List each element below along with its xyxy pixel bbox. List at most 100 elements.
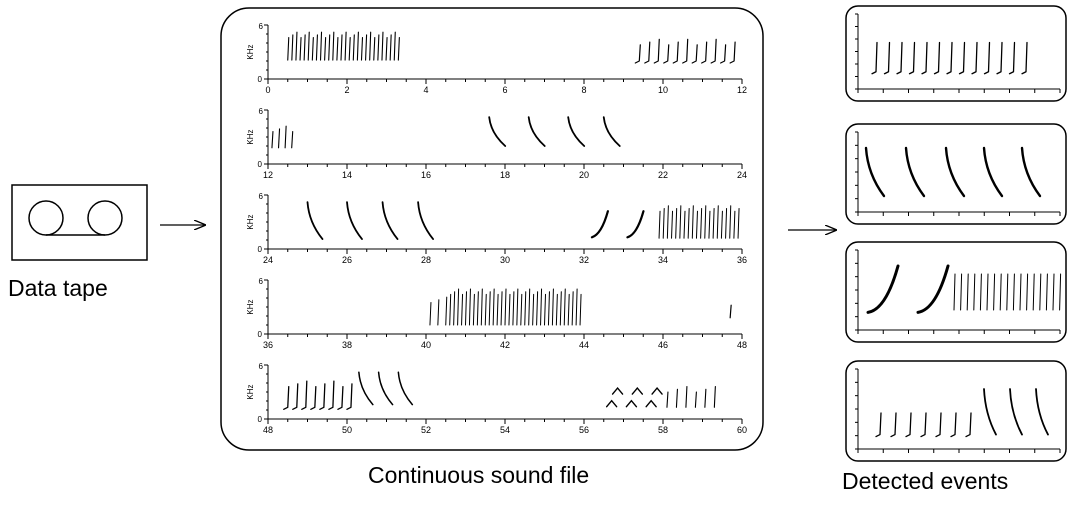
tape-cassette-icon — [11, 184, 148, 261]
call-pulse — [720, 210, 723, 239]
y-tick-label: 0 — [258, 245, 263, 254]
call-pulse — [315, 34, 318, 61]
call-pulse — [729, 41, 736, 64]
call-sweep — [904, 146, 926, 198]
x-tick-label: 10 — [658, 85, 668, 95]
call-pulse — [685, 386, 688, 408]
call-pulse — [571, 291, 574, 326]
call-pulse — [465, 291, 467, 326]
call-sweep — [346, 201, 363, 240]
call-pulse — [385, 37, 388, 61]
call-pulse — [496, 293, 499, 326]
x-tick-label: 44 — [579, 340, 589, 350]
call-pulse — [488, 291, 491, 326]
call-pulse — [328, 380, 335, 410]
call-pulse — [346, 383, 353, 410]
call-pulse — [567, 293, 570, 326]
call-pulse — [307, 31, 310, 61]
call-pulse — [662, 208, 665, 239]
event-panel — [845, 123, 1067, 225]
call-pulse — [437, 299, 440, 326]
call-pulse — [356, 31, 359, 61]
event-panel — [845, 360, 1067, 462]
y-tick-label: 0 — [258, 415, 263, 424]
call-pulse — [946, 41, 953, 75]
spectrogram-ink — [271, 31, 740, 410]
x-tick-label: 12 — [263, 170, 273, 180]
call-pulse — [725, 208, 728, 239]
call-pulse — [999, 273, 1002, 311]
call-pulse — [933, 41, 941, 75]
call-pulse — [311, 37, 314, 61]
call-pulse — [461, 293, 464, 326]
x-tick-label: 48 — [737, 340, 747, 350]
call-pulse — [653, 38, 660, 64]
call-pulse — [324, 37, 327, 61]
call-pulse — [429, 302, 432, 326]
call-pulse — [737, 208, 740, 239]
event-frame — [845, 5, 1067, 102]
x-tick-label: 52 — [421, 425, 431, 435]
call-pulse — [871, 41, 878, 75]
call-pulse — [389, 34, 392, 61]
y-axis-label: KHz — [246, 384, 255, 399]
x-tick-label: 54 — [500, 425, 510, 435]
y-tick-label: 0 — [258, 330, 263, 339]
call-pulse — [971, 41, 978, 75]
call-pulse — [883, 41, 891, 75]
spectrogram-panel: 0 6 KHz 12 14 16 18 20 22 24 — [246, 107, 747, 180]
call-sweep — [983, 388, 997, 436]
call-sweep — [306, 201, 324, 240]
call-pulse — [710, 38, 717, 64]
call-pulse — [544, 293, 546, 326]
call-pulse — [271, 131, 274, 149]
call-pulse — [666, 205, 669, 239]
call-pulse — [1026, 273, 1029, 311]
call-sweep — [916, 264, 950, 314]
x-tick-label: 20 — [579, 170, 589, 180]
spectrogram-panel: 0 6 KHz 24 26 28 30 32 34 36 — [246, 192, 747, 265]
call-pulse — [704, 205, 707, 239]
spectrogram-panel: 0 6 KHz 48 50 52 54 56 58 60 — [246, 362, 747, 435]
y-axis-label: KHz — [246, 129, 255, 144]
y-axis-label: KHz — [246, 44, 255, 59]
x-tick-label: 34 — [658, 255, 668, 265]
call-sweep — [1020, 146, 1042, 198]
call-pulse — [1021, 41, 1028, 75]
call-pulse — [671, 210, 674, 239]
x-tick-label: 32 — [579, 255, 589, 265]
call-pulse — [579, 293, 582, 326]
spectrogram-panel: 0 6 KHz 36 38 40 42 44 46 48 — [246, 277, 747, 350]
x-tick-label: 50 — [342, 425, 352, 435]
call-pulse — [352, 34, 355, 61]
call-pulse — [979, 273, 982, 311]
event-frame — [845, 360, 1067, 462]
y-tick-label: 6 — [259, 107, 264, 116]
x-tick-label: 30 — [500, 255, 510, 265]
call-pulse — [484, 293, 487, 326]
sound-file-frame — [220, 7, 764, 451]
x-tick-label: 36 — [737, 255, 747, 265]
call-chevron — [611, 387, 624, 395]
call-pulse — [303, 34, 306, 61]
call-pulse — [373, 37, 376, 61]
y-axis-label: KHz — [246, 299, 255, 314]
x-tick-label: 4 — [423, 85, 428, 95]
y-tick-label: 6 — [259, 22, 264, 31]
call-sweep — [527, 116, 546, 147]
event-ink — [871, 41, 1028, 75]
event-ink — [864, 146, 1042, 198]
call-pulse — [658, 210, 661, 239]
call-pulse — [687, 208, 690, 239]
call-pulse — [675, 208, 678, 239]
call-pulse — [299, 37, 302, 61]
y-tick-label: 0 — [258, 160, 263, 169]
call-pulse — [524, 291, 527, 326]
call-chevron — [651, 387, 663, 395]
call-pulse — [348, 37, 351, 61]
call-sweep — [590, 210, 609, 239]
call-pulse — [716, 205, 719, 239]
call-sweep — [626, 210, 645, 239]
